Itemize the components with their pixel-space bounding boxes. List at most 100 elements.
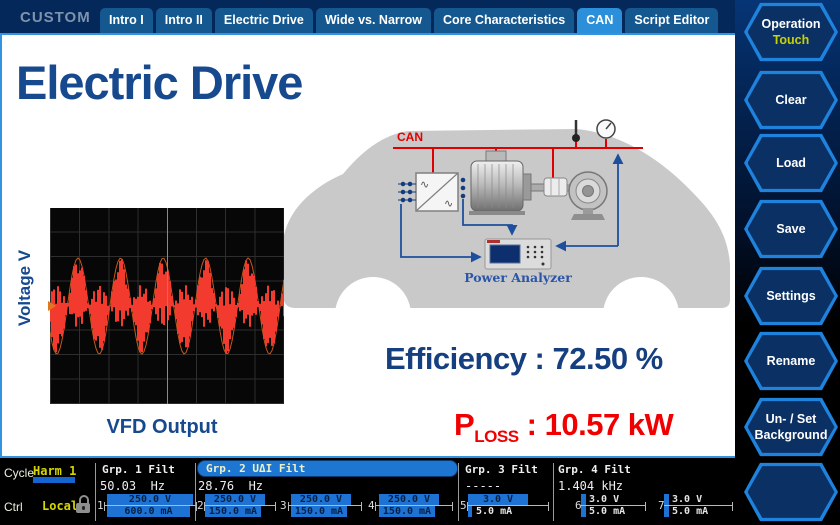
tab-wide-vs-narrow[interactable]: Wide vs. Narrow [315,8,431,33]
statusbar-divider [553,463,554,521]
current-bar: 150.0 mA [379,506,435,517]
current-bar [468,506,472,517]
voltage-bar: 250.0 V [107,494,193,505]
channel-4[interactable]: 4 250.0 V 150.0 mA [368,490,454,522]
scope-display [48,208,285,404]
load-button[interactable]: Load [744,132,838,194]
load-machine [568,171,608,220]
channel-number: 6 [575,499,582,512]
save-button[interactable]: Save [744,198,838,260]
car-diagram: CAN ∿ ∿ [283,119,730,321]
voltage-value: 3.0 V [672,494,703,505]
channel-number: 4 [368,499,375,512]
page-title: Electric Drive [16,56,303,109]
settings-button[interactable]: Settings [744,265,838,327]
inverter-input-dots [398,177,466,203]
ctrl-label: Ctrl [4,500,23,514]
channel-2[interactable]: 2 250.0 V 150.0 mA [197,490,277,522]
measurement-wires [400,153,624,263]
voltage-bar: 250.0 V [205,494,265,505]
rear-wheel-arch [603,277,679,321]
scope-centerline [167,208,168,404]
statusbar-divider [195,463,196,521]
current-bar [664,506,669,517]
operation-button[interactable]: Operation Touch [744,1,838,63]
group-1-header[interactable]: Grp. 1 Filt [102,463,175,476]
svg-text:∿: ∿ [420,179,429,191]
statusbar-divider [458,463,459,521]
channel-3[interactable]: 3 250.0 V 150.0 mA [280,490,363,522]
channel-7[interactable]: 7 3.0 V 5.0 mA [658,490,734,522]
tab-strip: Intro I Intro II Electric Drive Wide vs.… [100,8,719,33]
channel-1[interactable]: 1 250.0 V 600.0 mA [97,490,198,522]
group-2-header[interactable]: Grp. 2 UΔI Filt [197,460,458,477]
scope-y-axis-label: Voltage V [15,249,34,327]
group-3-frequency: ----- [465,479,502,493]
front-wheel-arch [335,277,411,321]
statusbar-divider [95,463,96,521]
current-bar: 150.0 mA [291,506,347,517]
current-value: 5.0 mA [672,506,709,517]
blank-button[interactable] [744,461,838,523]
range-axis [204,502,276,511]
can-bus-label: CAN [397,130,423,144]
tab-core-characteristics[interactable]: Core Characteristics [433,8,575,33]
softkey-sidebar: Operation Touch Clear Load Save Settings … [735,0,840,525]
tab-can[interactable]: CAN [577,8,623,33]
gauge-icon [596,119,616,139]
current-bar [581,506,586,517]
svg-text:∿: ∿ [444,198,453,210]
status-bar: Cycle Harm 1 Ctrl Local Grp. 1 Filt 50.0… [0,458,737,525]
tab-intro-ii[interactable]: Intro II [155,8,212,33]
group-1-frequency: 50.03 Hz [100,479,166,493]
trigger-arrow-icon [48,301,56,311]
content-area: Electric Drive [0,33,737,458]
unset-background-button[interactable]: Un- / Set Background [744,396,838,458]
inverter: ∿ ∿ [415,172,459,212]
power-analyzer [484,238,552,270]
efficiency-readout: Efficiency : 72.50 % [385,341,663,376]
power-analyzer-label: Power Analyzer [464,270,572,285]
ctrl-mode-badge: Local [42,499,79,513]
ploss-readout: PLOSS : 10.57 kW [454,407,674,447]
clear-button[interactable]: Clear [744,69,838,131]
channel-6[interactable]: 6 3.0 V 5.0 mA [575,490,647,522]
cycle-progress-bar [33,477,75,483]
cycle-label: Cycle [4,466,35,480]
channel-5[interactable]: 5 3.0 V 5.0 mA [460,490,550,522]
current-value: 5.0 mA [476,506,513,517]
current-bar: 150.0 mA [205,506,261,517]
thermometer-icon [572,120,580,142]
group-3-header[interactable]: Grp. 3 Filt [465,463,538,476]
voltage-bar [581,494,586,505]
channel-number: 1 [97,499,104,512]
voltage-bar: 250.0 V [379,494,439,505]
range-axis [467,502,549,511]
rename-button[interactable]: Rename [744,330,838,392]
voltage-value: 3.0 V [589,494,620,505]
channel-number: 3 [280,499,287,512]
channel-number: 5 [460,499,467,512]
tab-intro-i[interactable]: Intro I [100,8,153,33]
tab-script-editor[interactable]: Script Editor [625,8,719,33]
top-tab-bar: CUSTOM Intro I Intro II Electric Drive W… [0,0,840,35]
tab-electric-drive[interactable]: Electric Drive [214,8,313,33]
scope-caption: VFD Output [106,416,218,438]
group-2-frequency: 28.76 Hz [198,479,264,493]
motor [469,150,546,215]
group-4-frequency: 1.404 kHz [558,479,624,493]
group-4-header[interactable]: Grp. 4 Filt [558,463,631,476]
current-bar: 600.0 mA [107,506,190,517]
vfd-waveform [49,257,285,355]
can-bus [393,139,643,178]
current-value: 5.0 mA [589,506,626,517]
range-axis [375,502,453,511]
cycle-mode-badge: Harm 1 [33,464,77,478]
voltage-bar [664,494,669,505]
channel-number: 7 [658,499,665,512]
range-axis [288,502,362,511]
lock-icon[interactable] [76,495,92,514]
channel-number: 2 [197,499,204,512]
voltage-bar: 3.0 V [468,494,528,505]
